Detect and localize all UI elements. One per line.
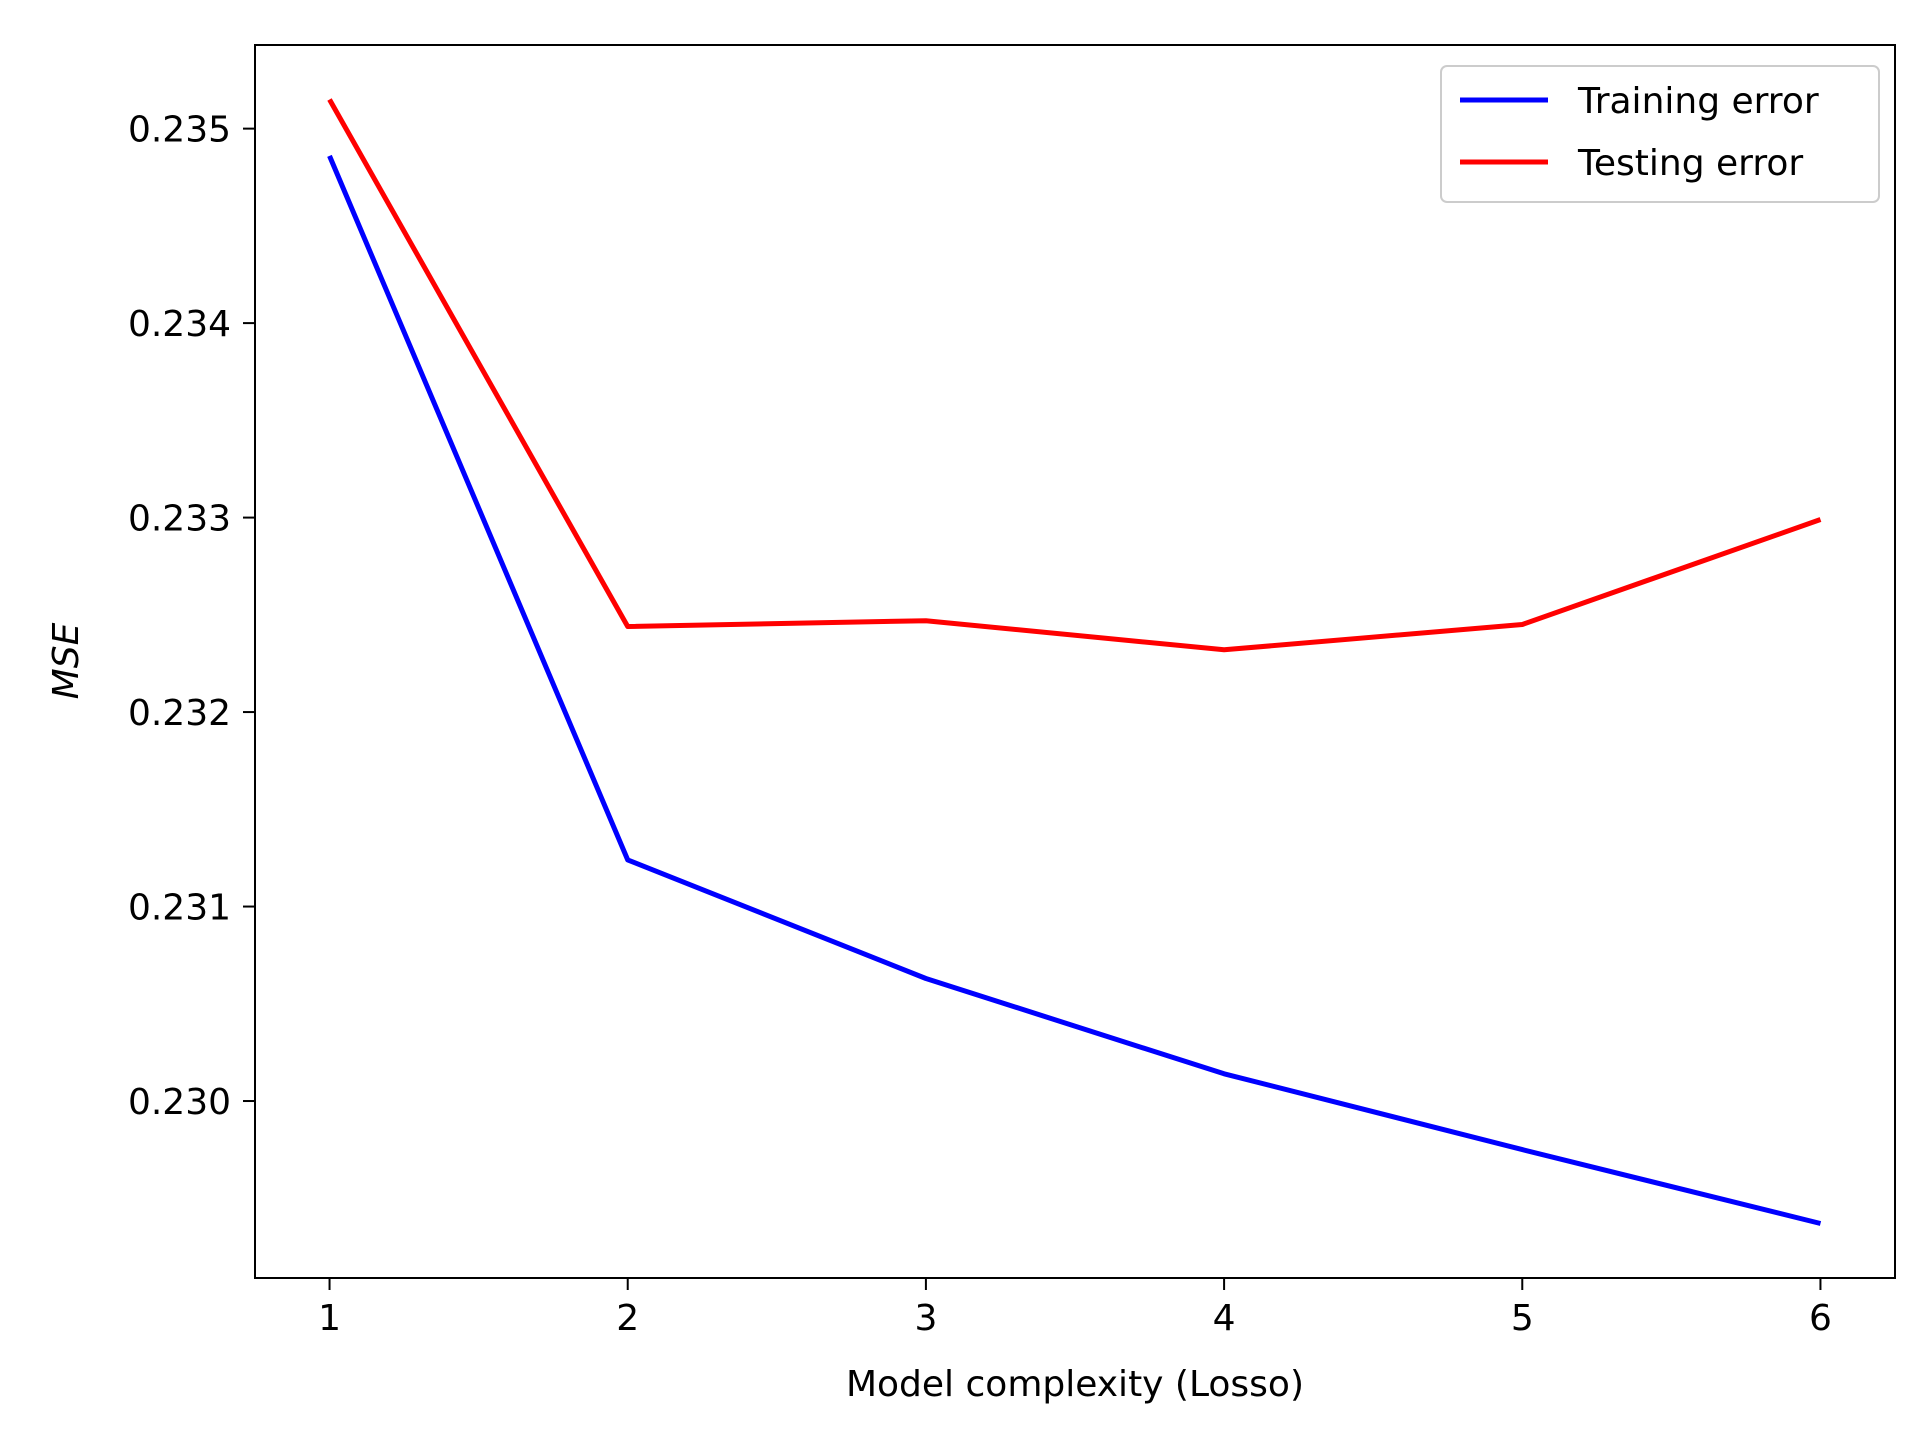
x-tick-label: 2 <box>616 1298 639 1339</box>
y-tick-label: 0.231 <box>128 888 231 929</box>
x-tick-label: 1 <box>318 1298 341 1339</box>
legend-label-training-error: Training error <box>1577 81 1819 122</box>
series-layer <box>327 98 1822 1226</box>
x-axis: 1 2 3 4 5 6 <box>318 1278 1832 1339</box>
legend-box <box>1440 65 1880 203</box>
y-tick-label: 0.230 <box>128 1082 231 1123</box>
legend-label-testing-error: Testing error <box>1577 143 1803 184</box>
x-tick-label: 3 <box>914 1298 937 1339</box>
x-axis-label: Model complexity (Losso) <box>846 1364 1304 1405</box>
x-tick-label: 5 <box>1511 1298 1534 1339</box>
x-tick-label: 4 <box>1213 1298 1236 1339</box>
y-tick-label: 0.234 <box>128 304 231 345</box>
y-tick-label: 0.235 <box>128 110 231 151</box>
x-tick-label: 6 <box>1809 1298 1832 1339</box>
plot-frame <box>254 44 1896 1279</box>
y-tick-label: 0.232 <box>128 693 231 734</box>
training-error-line <box>327 154 1822 1226</box>
y-axis-label: MSE <box>46 622 87 699</box>
y-axis: 0.230 0.231 0.232 0.233 0.234 0.235 <box>128 110 255 1123</box>
testing-error-line <box>327 98 1822 653</box>
legend: Training error Testing error <box>1440 65 1880 203</box>
y-tick-label: 0.233 <box>128 499 231 540</box>
